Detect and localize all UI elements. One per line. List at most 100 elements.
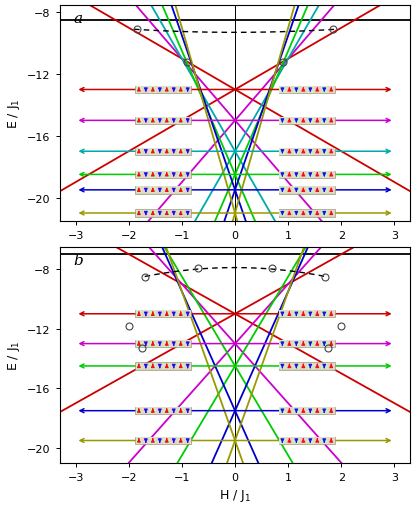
Bar — [149, 210, 156, 217]
Bar — [143, 87, 149, 94]
Bar — [149, 87, 156, 94]
FancyBboxPatch shape — [135, 210, 191, 217]
Bar — [314, 87, 321, 94]
Bar — [177, 210, 184, 217]
Bar — [321, 437, 327, 444]
Bar — [314, 311, 321, 318]
Bar — [307, 341, 314, 347]
Bar — [286, 172, 293, 179]
Bar — [307, 210, 314, 217]
Bar — [307, 118, 314, 125]
Bar — [300, 437, 307, 444]
Bar — [293, 172, 300, 179]
Bar — [328, 149, 334, 155]
Bar — [293, 210, 300, 217]
Bar — [279, 363, 286, 370]
Bar — [143, 172, 149, 179]
Bar — [184, 172, 191, 179]
FancyBboxPatch shape — [279, 87, 335, 94]
Bar — [143, 187, 149, 194]
Bar — [171, 172, 177, 179]
Bar — [171, 149, 177, 155]
Bar — [286, 311, 293, 318]
Bar — [307, 149, 314, 155]
Bar — [156, 437, 163, 444]
Bar — [136, 187, 142, 194]
Bar — [321, 118, 327, 125]
Y-axis label: E / J$_1$: E / J$_1$ — [5, 340, 22, 371]
Bar — [314, 172, 321, 179]
Bar — [300, 187, 307, 194]
Bar — [149, 172, 156, 179]
Bar — [286, 118, 293, 125]
Bar — [321, 210, 327, 217]
Bar — [143, 341, 149, 347]
Bar — [293, 87, 300, 94]
Bar — [321, 187, 327, 194]
FancyBboxPatch shape — [279, 118, 335, 125]
Bar — [328, 172, 334, 179]
Bar — [314, 363, 321, 370]
Bar — [184, 437, 191, 444]
Bar — [156, 118, 163, 125]
Bar — [156, 210, 163, 217]
Bar — [279, 341, 286, 347]
Bar — [314, 408, 321, 414]
Bar — [293, 408, 300, 414]
Bar — [300, 408, 307, 414]
Bar — [149, 187, 156, 194]
Bar — [293, 311, 300, 318]
Bar — [279, 311, 286, 318]
Bar — [171, 437, 177, 444]
Bar — [307, 87, 314, 94]
FancyBboxPatch shape — [135, 148, 191, 156]
Bar — [314, 118, 321, 125]
Bar — [184, 311, 191, 318]
Bar — [171, 210, 177, 217]
Bar — [321, 311, 327, 318]
Bar — [156, 341, 163, 347]
FancyBboxPatch shape — [279, 172, 335, 179]
Bar — [143, 210, 149, 217]
Bar — [307, 437, 314, 444]
Bar — [136, 341, 142, 347]
Bar — [307, 363, 314, 370]
Bar — [300, 311, 307, 318]
Bar — [300, 118, 307, 125]
Bar — [171, 311, 177, 318]
Bar — [149, 408, 156, 414]
Bar — [279, 210, 286, 217]
Text: b: b — [74, 253, 84, 268]
Bar — [279, 437, 286, 444]
Bar — [279, 149, 286, 155]
Bar — [156, 187, 163, 194]
Bar — [163, 118, 170, 125]
Bar — [300, 172, 307, 179]
Bar — [171, 87, 177, 94]
Bar — [279, 172, 286, 179]
FancyBboxPatch shape — [279, 187, 335, 194]
Bar — [177, 437, 184, 444]
Bar — [156, 149, 163, 155]
FancyBboxPatch shape — [279, 363, 335, 370]
Bar — [149, 118, 156, 125]
FancyBboxPatch shape — [279, 437, 335, 444]
FancyBboxPatch shape — [279, 407, 335, 414]
Bar — [184, 363, 191, 370]
Bar — [286, 437, 293, 444]
Bar — [293, 149, 300, 155]
Bar — [171, 341, 177, 347]
FancyBboxPatch shape — [135, 437, 191, 444]
Bar — [136, 149, 142, 155]
Bar — [177, 311, 184, 318]
Bar — [293, 437, 300, 444]
Bar — [184, 149, 191, 155]
Bar — [279, 408, 286, 414]
Bar — [163, 341, 170, 347]
FancyBboxPatch shape — [135, 187, 191, 194]
Bar — [328, 363, 334, 370]
Bar — [184, 408, 191, 414]
Bar — [321, 363, 327, 370]
FancyBboxPatch shape — [135, 407, 191, 414]
Bar — [293, 363, 300, 370]
